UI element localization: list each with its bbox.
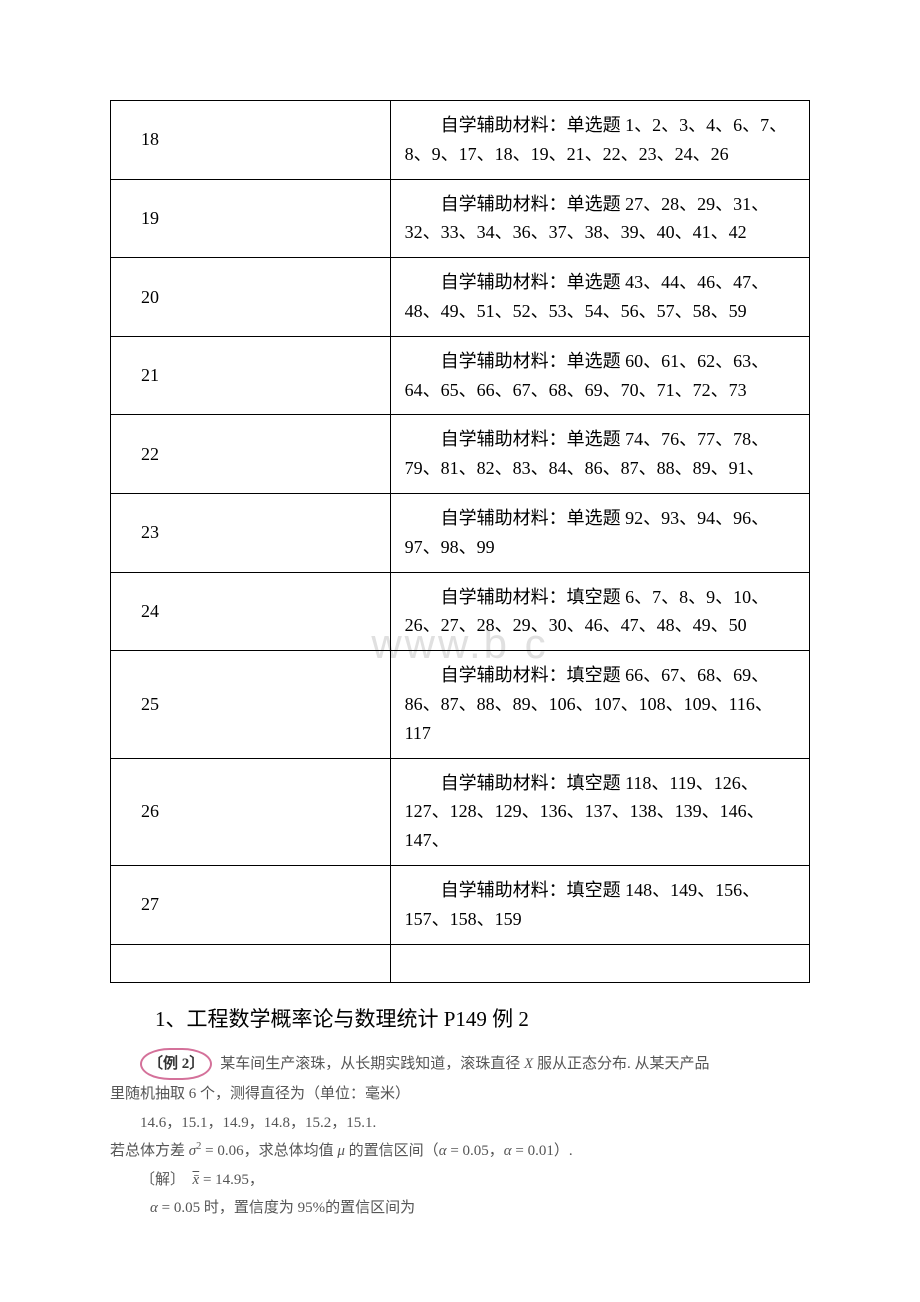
row-content: 自学辅助材料：单选题 1、2、3、4、6、7、8、9、17、18、19、21、2… — [390, 101, 809, 180]
row-number: 25 — [111, 651, 391, 758]
example-text: = 0.05， — [447, 1143, 504, 1159]
row-number: 18 — [111, 101, 391, 180]
row-number: 23 — [111, 493, 391, 572]
example-line-1: 〔例 2〕某车间生产滚珠，从长期实践知道，滚珠直径 X 服从正态分布. 从某天产… — [110, 1048, 810, 1081]
row-number: 24 — [111, 572, 391, 651]
example-line-5: 〔解〕 x̄ = 14.95， — [140, 1166, 810, 1195]
math-variable-alpha: α — [439, 1143, 447, 1159]
table-row: 24 自学辅助材料：填空题 6、7、8、9、10、26、27、28、29、30、… — [111, 572, 810, 651]
table-row: 25 自学辅助材料：填空题 66、67、68、69、86、87、88、89、10… — [111, 651, 810, 758]
table-row: 21 自学辅助材料：单选题 60、61、62、63、64、65、66、67、68… — [111, 336, 810, 415]
math-variable-alpha: α — [150, 1200, 158, 1216]
table-row: 19 自学辅助材料：单选题 27、28、29、31、32、33、34、36、37… — [111, 179, 810, 258]
example-line-3: 14.6，15.1，14.9，14.8，15.2，15.1. — [140, 1109, 810, 1138]
table-row: 23 自学辅助材料：单选题 92、93、94、96、97、98、99 — [111, 493, 810, 572]
example-line-4: 若总体方差 σ2 = 0.06，求总体均值 μ 的置信区间（α = 0.05，α… — [110, 1137, 810, 1166]
table-row: 22 自学辅助材料：单选题 74、76、77、78、79、81、82、83、84… — [111, 415, 810, 494]
math-variable-mu: μ — [337, 1143, 345, 1159]
empty-cell — [390, 944, 809, 982]
example-text: = 0.01）. — [512, 1143, 573, 1159]
table-row: 18 自学辅助材料：单选题 1、2、3、4、6、7、8、9、17、18、19、2… — [111, 101, 810, 180]
row-content: 自学辅助材料：单选题 43、44、46、47、48、49、51、52、53、54… — [390, 258, 809, 337]
row-number: 20 — [111, 258, 391, 337]
row-number: 26 — [111, 758, 391, 865]
example-text: = 0.06，求总体均值 — [201, 1143, 337, 1159]
row-content: 自学辅助材料：填空题 66、67、68、69、86、87、88、89、106、1… — [390, 651, 809, 758]
example-section: 〔例 2〕某车间生产滚珠，从长期实践知道，滚珠直径 X 服从正态分布. 从某天产… — [110, 1048, 810, 1223]
row-content: 自学辅助材料：单选题 92、93、94、96、97、98、99 — [390, 493, 809, 572]
empty-cell — [111, 944, 391, 982]
row-number: 27 — [111, 865, 391, 944]
materials-table: 18 自学辅助材料：单选题 1、2、3、4、6、7、8、9、17、18、19、2… — [110, 100, 810, 983]
row-number: 19 — [111, 179, 391, 258]
row-content: 自学辅助材料：单选题 74、76、77、78、79、81、82、83、84、86… — [390, 415, 809, 494]
table-row: 26 自学辅助材料：填空题 118、119、126、127、128、129、13… — [111, 758, 810, 865]
example-text: = 14.95， — [199, 1172, 264, 1188]
math-variable-x: X — [524, 1056, 533, 1072]
section-title: 1、工程数学概率论与数理统计 P149 例 2 — [155, 1003, 810, 1033]
row-number: 21 — [111, 336, 391, 415]
solution-label: 〔解〕 — [140, 1172, 193, 1188]
row-content: 自学辅助材料：填空题 118、119、126、127、128、129、136、1… — [390, 758, 809, 865]
example-line-2: 里随机抽取 6 个，测得直径为（单位：毫米） — [110, 1080, 810, 1109]
table-row: 27 自学辅助材料：填空题 148、149、156、157、158、159 — [111, 865, 810, 944]
example-line-6: α = 0.05 时，置信度为 95%的置信区间为 — [150, 1194, 810, 1223]
row-content: 自学辅助材料：单选题 60、61、62、63、64、65、66、67、68、69… — [390, 336, 809, 415]
example-text: 的置信区间（ — [345, 1143, 439, 1159]
table-row-empty — [111, 944, 810, 982]
example-text: = 0.05 时，置信度为 95%的置信区间为 — [158, 1200, 415, 1216]
row-content: 自学辅助材料：单选题 27、28、29、31、32、33、34、36、37、38… — [390, 179, 809, 258]
row-number: 22 — [111, 415, 391, 494]
row-content: 自学辅助材料：填空题 148、149、156、157、158、159 — [390, 865, 809, 944]
example-text: 若总体方差 — [110, 1143, 189, 1159]
example-label: 〔例 2〕 — [140, 1048, 212, 1081]
example-text: 服从正态分布. 从某天产品 — [533, 1056, 709, 1072]
example-text: 某车间生产滚珠，从长期实践知道，滚珠直径 — [220, 1056, 524, 1072]
math-variable-alpha: α — [504, 1143, 512, 1159]
table-row: 20 自学辅助材料：单选题 43、44、46、47、48、49、51、52、53… — [111, 258, 810, 337]
row-content: 自学辅助材料：填空题 6、7、8、9、10、26、27、28、29、30、46、… — [390, 572, 809, 651]
